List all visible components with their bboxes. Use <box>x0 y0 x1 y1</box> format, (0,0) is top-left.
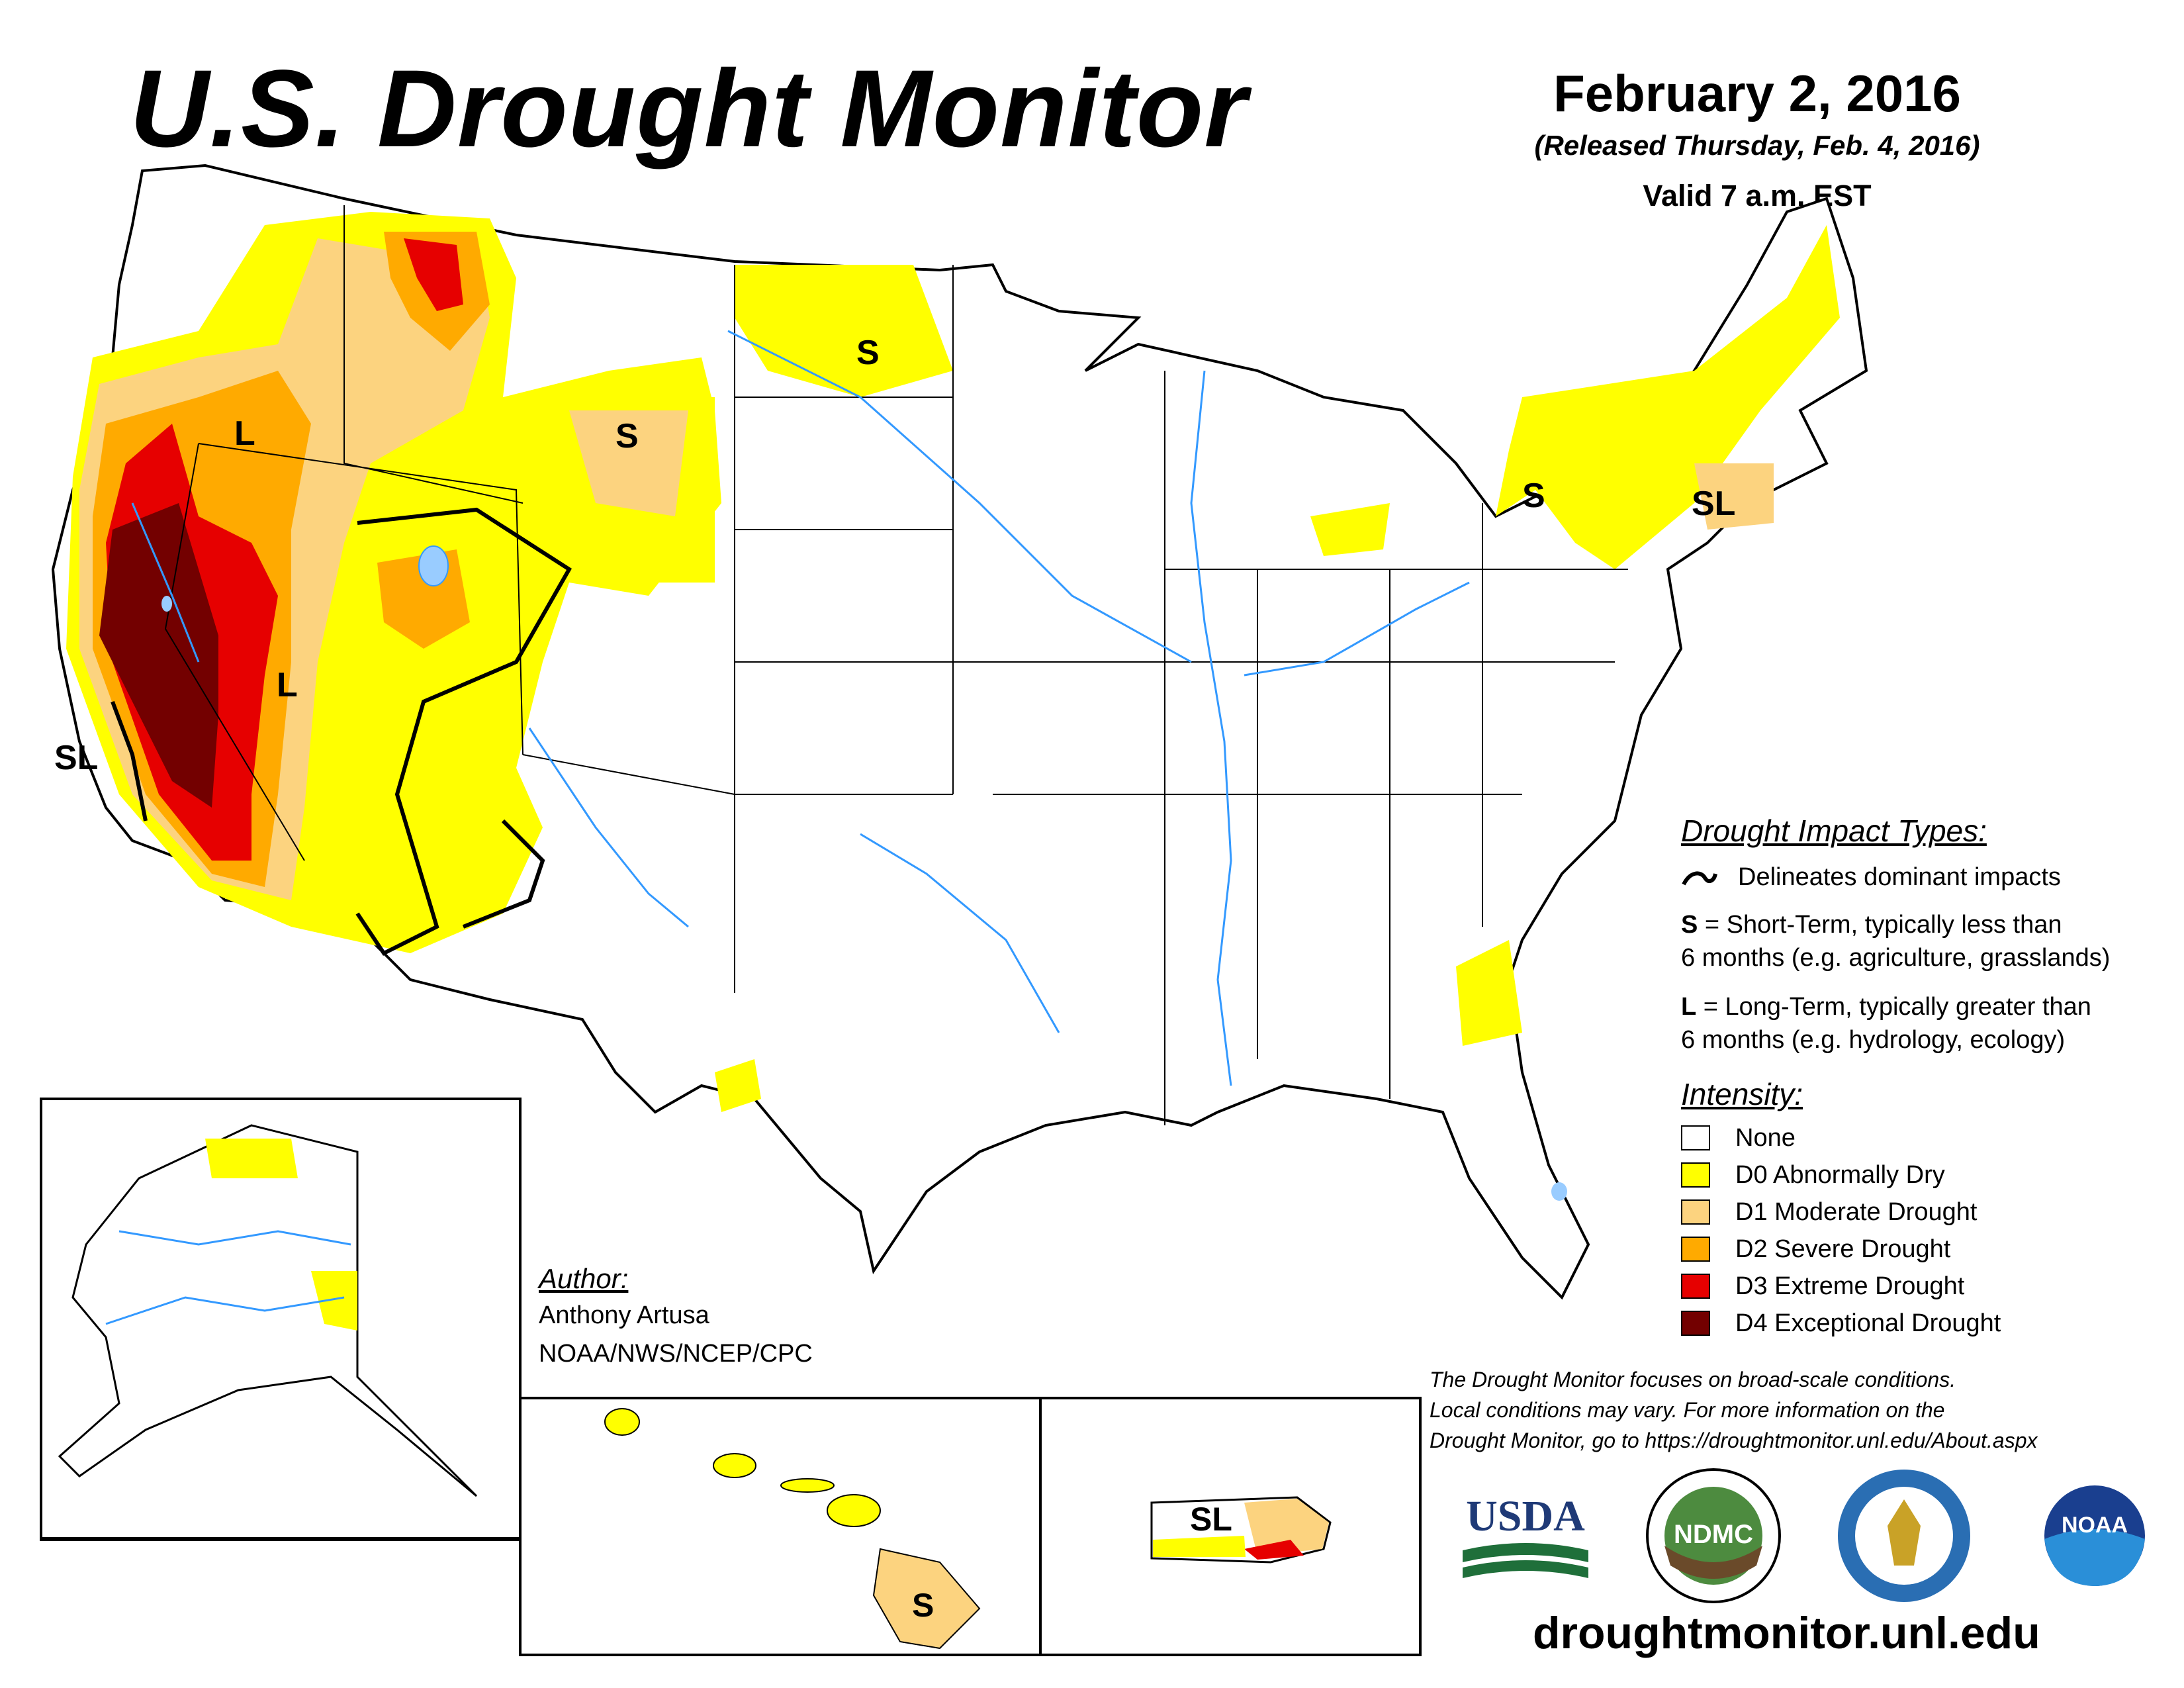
intensity-label: D4 Exceptional Drought <box>1735 1309 2001 1337</box>
alaska-d0-north <box>205 1139 298 1178</box>
hawaii-maui <box>827 1494 881 1527</box>
long-term-line1: L = Long-Term, typically greater than <box>1681 990 2091 1023</box>
svg-text:NDMC: NDMC <box>1674 1520 1753 1549</box>
label-sl-connecticut: SL <box>1692 485 1735 523</box>
lake-tahoe <box>161 596 172 612</box>
intensity-label: D3 Extreme Drought <box>1735 1272 1965 1300</box>
label-l-oregon: L <box>234 414 255 453</box>
long-term-line2: 6 months (e.g. hydrology, ecology) <box>1681 1026 2066 1054</box>
impact-lines <box>111 507 572 956</box>
label-sl-california: SL <box>54 739 98 777</box>
d1-wyoming-region <box>569 410 688 516</box>
short-term-code: S <box>1681 911 1698 939</box>
short-term-line2: 6 months (e.g. agriculture, grasslands) <box>1681 944 2111 972</box>
swatch-d4 <box>1681 1311 1710 1336</box>
puerto-rico-d2 <box>1244 1540 1304 1560</box>
d0-texas-south-region <box>715 1059 761 1112</box>
swatch-none <box>1681 1125 1710 1150</box>
release-date: (Released Thursday, Feb. 4, 2016) <box>1534 130 1980 161</box>
label-s-north-dakota: S <box>856 334 880 372</box>
long-term-code: L <box>1681 993 1697 1021</box>
alaska-d0-east <box>311 1271 357 1331</box>
svg-text:USDA: USDA <box>1466 1492 1585 1540</box>
d0-dakota-region <box>735 265 953 397</box>
long-term-desc: = Long-Term, typically greater than <box>1696 993 2091 1021</box>
short-term-line1: S = Short-Term, typically less than <box>1681 908 2062 941</box>
label-s-hawaii: S <box>912 1587 934 1624</box>
impact-types-heading: Drought Impact Types: <box>1681 814 1987 848</box>
website-url[interactable]: droughtmonitor.unl.edu <box>1533 1608 2040 1658</box>
author-org: NOAA/NWS/NCEP/CPC <box>539 1340 813 1368</box>
ndmc-logo: NDMC <box>1646 1468 1781 1603</box>
d1-northeast-region <box>1694 463 1774 530</box>
d0-michigan-region <box>1310 503 1390 556</box>
intensity-heading: Intensity: <box>1681 1077 1803 1111</box>
author-name: Anthony Artusa <box>539 1301 709 1329</box>
d0-georgia-region <box>1456 940 1522 1046</box>
d3-montana-region <box>404 238 463 311</box>
valid-time: Valid 7 a.m. EST <box>1643 179 1872 212</box>
hawaii-molokai <box>780 1478 835 1493</box>
puerto-rico-d0 <box>1153 1536 1246 1557</box>
disclaimer-line2: Local conditions may vary. For more info… <box>1430 1398 1945 1422</box>
svg-text:NOAA: NOAA <box>2062 1513 2128 1538</box>
disclaimer-line3: Drought Monitor, go to https://droughtmo… <box>1430 1429 2038 1452</box>
d4-west-region <box>99 503 218 808</box>
swatch-d2 <box>1681 1237 1710 1262</box>
label-sl-puerto-rico: SL <box>1190 1501 1232 1538</box>
label-s-wyoming: S <box>615 417 639 455</box>
rivers <box>131 330 1470 1086</box>
delineates-row: Delineates dominant impacts <box>1681 861 2061 894</box>
swatch-d3 <box>1681 1274 1710 1299</box>
intensity-label: None <box>1735 1124 1796 1152</box>
d0-northeast-region <box>1496 225 1840 569</box>
hawaii-kauai <box>604 1408 640 1436</box>
label-l-nevada: L <box>277 666 298 704</box>
noaa-logo: NOAA <box>2028 1470 2161 1602</box>
map-title: U.S. Drought Monitor <box>130 48 1248 170</box>
intensity-label: D2 Severe Drought <box>1735 1235 1951 1263</box>
department-of-commerce-logo <box>1838 1470 1970 1602</box>
intensity-label: D1 Moderate Drought <box>1735 1198 1978 1226</box>
swatch-d0 <box>1681 1162 1710 1188</box>
usda-logo: USDA <box>1463 1492 1588 1578</box>
intensity-label: D0 Abnormally Dry <box>1735 1161 1945 1189</box>
puerto-rico-d1 <box>1244 1499 1329 1556</box>
author-heading: Author: <box>539 1263 629 1294</box>
alaska-rivers <box>105 1230 351 1325</box>
hawaii-big-island <box>872 1548 981 1650</box>
delineation-line-icon <box>1682 871 1717 886</box>
label-s-new-york: S <box>1522 477 1545 515</box>
delineates-label: Delineates dominant impacts <box>1738 863 2061 891</box>
short-term-desc: = Short-Term, typically less than <box>1698 911 2062 939</box>
disclaimer-line1: The Drought Monitor focuses on broad-sca… <box>1430 1368 1956 1391</box>
state-borders <box>164 205 1628 1125</box>
lake-okeechobee <box>1551 1182 1567 1201</box>
swatch-d1 <box>1681 1199 1710 1225</box>
map-date: February 2, 2016 <box>1553 64 1961 122</box>
great-salt-lake <box>418 545 449 586</box>
hawaii-oahu <box>713 1453 756 1478</box>
